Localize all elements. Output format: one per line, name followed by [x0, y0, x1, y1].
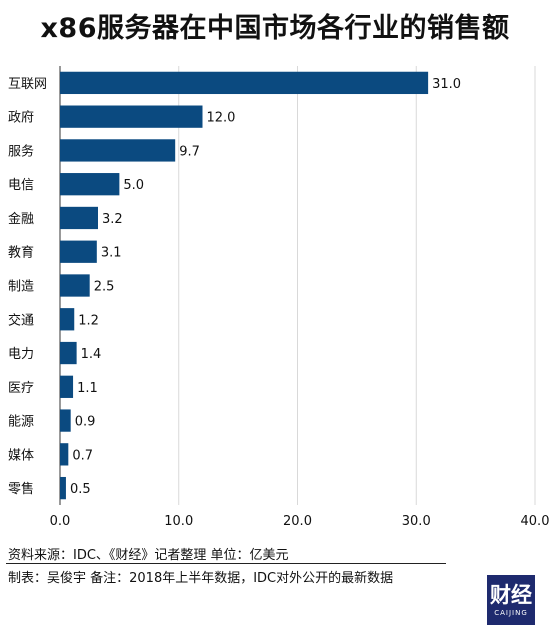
value-label: 1.1: [77, 381, 98, 396]
value-label: 0.5: [70, 482, 91, 497]
author-note: 制表：吴俊宇 备注：2018年上半年数据，IDC对外公开的最新数据: [8, 571, 394, 586]
category-label: 电力: [8, 347, 34, 362]
bar: [60, 409, 71, 432]
category-label: 电信: [8, 178, 34, 193]
category-label: 医疗: [8, 381, 34, 396]
category-label: 教育: [8, 245, 34, 261]
bar: [60, 206, 98, 230]
value-label: 5.0: [123, 178, 144, 193]
value-label: 0.9: [75, 415, 96, 430]
category-label: 互联网: [8, 77, 47, 92]
value-label: 0.7: [72, 448, 93, 463]
bar: [60, 308, 75, 331]
bar: [60, 476, 66, 500]
value-label: 31.0: [432, 77, 461, 92]
category-label: 金融: [8, 211, 34, 227]
bar: [60, 173, 120, 196]
bar: [60, 443, 69, 466]
category-label: 服务: [8, 143, 34, 159]
value-label: 12.0: [207, 111, 236, 126]
x-tick-label: 40.0: [521, 514, 550, 529]
x-tick-label: 20.0: [283, 514, 312, 529]
value-label: 1.4: [81, 347, 102, 362]
x-tick-label: 0.0: [50, 514, 71, 529]
bar: [60, 375, 74, 398]
bar: [60, 139, 176, 162]
source-note: 资料来源：IDC、《财经》记者整理 单位：亿美元: [8, 548, 289, 563]
bar-chart: 0.0 10.0 20.0 30.0 40.0 互联网 31.0 政府 12.0 服务 9.7 电信 5…: [8, 66, 550, 529]
logo-mark: 财经: [490, 583, 532, 607]
value-label: 1.2: [78, 313, 99, 328]
category-label: 交通: [8, 312, 34, 328]
value-label: 9.7: [179, 144, 200, 159]
value-label: 3.1: [101, 246, 122, 261]
bar: [60, 240, 97, 263]
category-label: 能源: [8, 415, 34, 430]
category-label: 媒体: [8, 448, 34, 463]
bar: [60, 274, 90, 297]
value-label: 2.5: [94, 280, 115, 295]
bar: [60, 105, 203, 128]
x-tick-label: 10.0: [164, 514, 193, 529]
bar: [60, 341, 77, 365]
category-label: 政府: [8, 111, 34, 126]
value-label: 3.2: [102, 212, 123, 227]
x-tick-label: 30.0: [402, 514, 431, 529]
footer-divider: [6, 563, 446, 564]
chart-title: x86服务器在中国市场各行业的销售额: [40, 13, 510, 44]
caijing-logo: 财经 CAIJING: [487, 575, 535, 625]
bar: [60, 71, 429, 95]
logo-subtext: CAIJING: [494, 609, 528, 617]
category-label: 制造: [8, 280, 34, 295]
category-label: 零售: [8, 481, 34, 497]
